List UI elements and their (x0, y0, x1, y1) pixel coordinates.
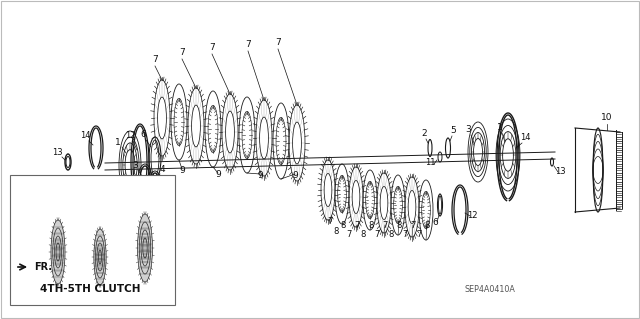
Text: 8: 8 (388, 230, 394, 239)
Text: 1: 1 (115, 138, 121, 147)
Ellipse shape (51, 220, 65, 284)
Text: 7: 7 (416, 230, 422, 239)
Text: 8: 8 (396, 221, 402, 230)
Ellipse shape (143, 238, 147, 258)
Ellipse shape (97, 243, 103, 271)
Ellipse shape (52, 228, 63, 276)
Ellipse shape (95, 236, 104, 278)
Text: 4TH-5TH CLUTCH: 4TH-5TH CLUTCH (40, 284, 140, 294)
Text: 1: 1 (497, 123, 503, 132)
Ellipse shape (140, 222, 151, 274)
Text: 12: 12 (467, 211, 477, 220)
Text: 10: 10 (601, 113, 612, 122)
Text: 4: 4 (159, 165, 165, 174)
Text: 7: 7 (403, 230, 408, 239)
Text: FR.: FR. (34, 262, 52, 272)
Text: 9: 9 (257, 171, 263, 180)
Text: 5: 5 (450, 126, 456, 135)
Text: 8: 8 (333, 227, 339, 236)
Text: 12: 12 (125, 131, 135, 140)
Text: 7: 7 (327, 217, 333, 226)
Text: 7: 7 (245, 40, 251, 49)
Text: 7: 7 (382, 221, 388, 230)
Text: 13: 13 (52, 148, 62, 157)
Text: 14: 14 (520, 133, 531, 142)
Text: 7: 7 (410, 221, 416, 230)
Text: SEP4A0410A: SEP4A0410A (465, 285, 515, 294)
Text: 8: 8 (340, 221, 346, 230)
Text: 7: 7 (179, 48, 185, 57)
Text: 8: 8 (368, 221, 374, 230)
Ellipse shape (56, 243, 60, 261)
Bar (10, 175, 175, 305)
Text: 7: 7 (209, 43, 215, 52)
Text: 7: 7 (275, 38, 281, 47)
Ellipse shape (94, 229, 106, 285)
Text: 7: 7 (346, 230, 352, 239)
Text: 7: 7 (374, 230, 380, 239)
Text: 8: 8 (424, 221, 429, 230)
Ellipse shape (54, 236, 61, 268)
Text: 9: 9 (292, 171, 298, 180)
Text: 3: 3 (465, 125, 471, 134)
Text: 9: 9 (179, 166, 185, 175)
Ellipse shape (141, 230, 149, 266)
Text: 11: 11 (160, 195, 170, 204)
Text: 13: 13 (555, 167, 565, 176)
Text: 3: 3 (132, 161, 138, 170)
Ellipse shape (99, 250, 102, 264)
Text: 6: 6 (140, 130, 146, 139)
Text: 8: 8 (360, 230, 365, 239)
Ellipse shape (138, 214, 152, 282)
Text: 11: 11 (425, 158, 435, 167)
Text: 7: 7 (355, 221, 360, 230)
Text: 2: 2 (155, 186, 161, 195)
Text: 2: 2 (421, 129, 427, 138)
Text: 7: 7 (152, 55, 158, 64)
Text: 9: 9 (215, 170, 221, 179)
Text: 14: 14 (80, 131, 90, 140)
Text: 6: 6 (432, 218, 438, 227)
